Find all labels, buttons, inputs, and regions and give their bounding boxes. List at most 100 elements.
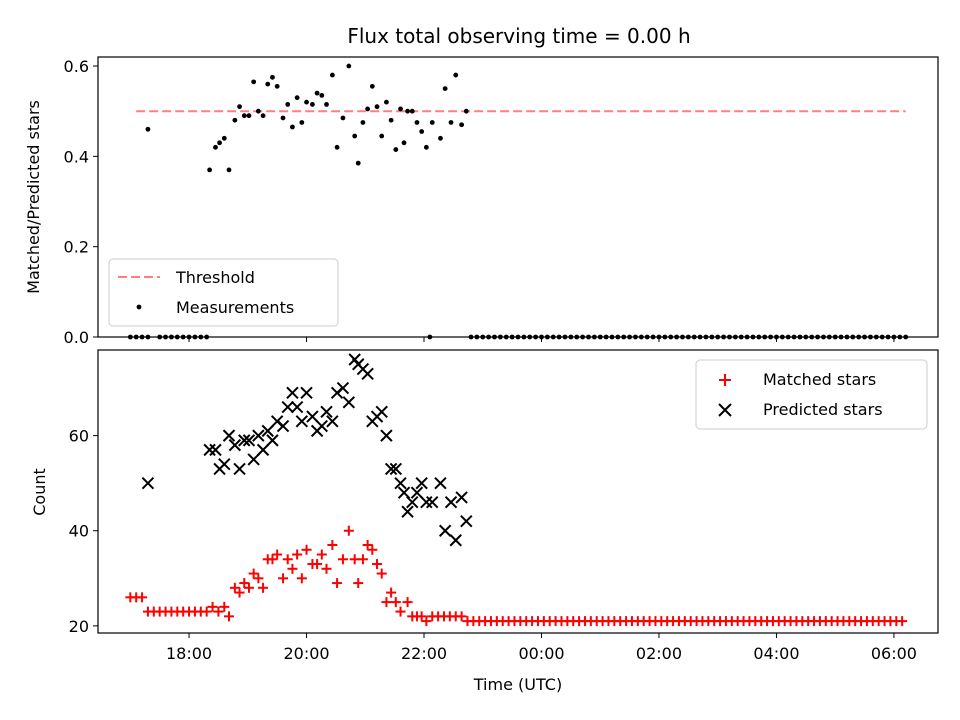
measurement-point xyxy=(409,108,415,114)
predicted-star-point xyxy=(455,491,468,504)
matched-star-point xyxy=(253,573,264,584)
measurement-point xyxy=(285,102,291,107)
bottom-y-tick-label: 60 xyxy=(69,427,89,446)
measurement-point xyxy=(265,81,271,87)
bottom-plot-panel: 20 40 60 18:00 20:00 22:00 00:00 02:00 04:00 06:0… xyxy=(30,349,939,694)
bottom-legend: Matched stars Predicted stars xyxy=(695,359,928,430)
predicted-star-point xyxy=(320,405,333,419)
measurement-point xyxy=(145,126,151,132)
predicted-star-point xyxy=(252,429,265,442)
measurement-point xyxy=(352,133,358,139)
bottom-y-tick-label: 40 xyxy=(69,522,89,541)
measurement-point xyxy=(340,115,346,121)
predicted-star-point xyxy=(434,476,447,490)
matched-star-point xyxy=(357,554,368,565)
top-legend: Threshold Measurements xyxy=(108,258,339,327)
measurement-point xyxy=(255,108,261,114)
measurement-point xyxy=(260,113,266,119)
matched-star-point xyxy=(272,549,283,560)
measurement-point xyxy=(324,102,329,107)
matched-star-point xyxy=(234,587,245,598)
predicted-star-point xyxy=(415,476,428,490)
matched-star-point xyxy=(395,606,406,617)
measurement-point xyxy=(429,120,435,125)
measurement-point xyxy=(459,122,465,128)
measurement-point xyxy=(304,99,309,105)
measurement-point xyxy=(423,144,429,150)
top-plot-panel: 0.0 0.2 0.4 0.6 Matched/Predicted stars Thr… xyxy=(24,56,939,347)
matched-star-point xyxy=(332,578,343,589)
measurement-point xyxy=(419,129,425,134)
bottom-x-tick-label: 06:00 xyxy=(871,644,917,663)
bottom-x-tick-label: 00:00 xyxy=(518,644,564,663)
x-axis-label: Time (UTC) xyxy=(473,675,562,694)
top-y-axis-label: Matched/Predicted stars xyxy=(24,100,43,294)
matched-star-point xyxy=(258,582,269,593)
matched-star-point xyxy=(219,601,230,612)
top-y-tick-label: 0.2 xyxy=(64,238,89,257)
measurement-point xyxy=(393,147,399,152)
measurement-point xyxy=(217,140,222,146)
predicted-star-point xyxy=(336,381,350,395)
matched-star-point xyxy=(897,616,908,627)
measurement-point xyxy=(274,83,280,89)
predicted-star-point xyxy=(247,453,260,466)
measurement-point xyxy=(329,72,335,78)
predicted-star-point xyxy=(406,495,419,509)
measurement-point xyxy=(355,160,361,166)
measurement-point xyxy=(463,108,469,114)
predicted-star-point xyxy=(286,386,299,400)
measurement-point xyxy=(226,167,232,173)
threshold-legend-label: Threshold xyxy=(175,268,255,287)
bottom-legend-box xyxy=(695,359,928,430)
predicted-star-point xyxy=(228,438,242,452)
measurement-point xyxy=(365,106,371,112)
matched-star-point xyxy=(248,568,259,579)
matched-star-point xyxy=(223,611,234,622)
bottom-data-layer xyxy=(125,353,908,627)
predicted-star-point xyxy=(420,495,433,509)
predicted-legend-swatch xyxy=(718,403,732,417)
measurement-point xyxy=(310,102,315,107)
measurement-point xyxy=(319,92,325,98)
predicted-star-point xyxy=(384,462,398,476)
predicted-star-point xyxy=(444,495,458,509)
predicted-star-point xyxy=(295,415,309,428)
matched-star-point xyxy=(381,597,392,608)
predicted-star-point xyxy=(242,434,256,447)
matched-star-point xyxy=(137,592,148,603)
predicted-star-point xyxy=(203,443,216,457)
measurement-point xyxy=(384,99,389,105)
predicted-star-point xyxy=(342,396,356,409)
predicted-star-point xyxy=(266,434,279,447)
predicted-star-point xyxy=(315,419,329,433)
matched-star-point xyxy=(287,563,298,574)
matched-star-point xyxy=(229,582,240,593)
measurement-point xyxy=(379,133,385,139)
matched-star-point xyxy=(337,554,348,565)
predicted-star-point xyxy=(306,410,319,423)
bottom-y-tick-label: 20 xyxy=(69,617,89,636)
matched-star-point xyxy=(372,559,383,570)
measurement-point xyxy=(346,63,352,69)
matched-star-point xyxy=(267,554,278,565)
measurement-point xyxy=(405,108,410,114)
matched-star-point xyxy=(362,540,373,551)
top-y-tick-label: 0.6 xyxy=(64,57,89,76)
matched-star-point xyxy=(278,573,289,584)
predicted-star-point xyxy=(410,486,424,499)
matched-star-point xyxy=(213,606,224,617)
matched-star-point xyxy=(456,611,467,622)
measurement-point xyxy=(374,104,380,110)
top-axes-ticks: 0.0 0.2 0.4 0.6 xyxy=(64,57,895,347)
matched-star-point xyxy=(327,540,338,551)
predicted-star-point xyxy=(281,400,294,414)
measurement-point xyxy=(294,95,300,101)
predicted-star-point xyxy=(380,429,393,442)
measurement-point xyxy=(369,83,375,89)
measurement-point xyxy=(448,120,454,125)
predicted-star-point xyxy=(276,419,290,433)
predicted-star-point xyxy=(238,434,251,447)
bottom-x-tick-label: 04:00 xyxy=(753,644,799,663)
predicted-star-point xyxy=(394,476,407,490)
